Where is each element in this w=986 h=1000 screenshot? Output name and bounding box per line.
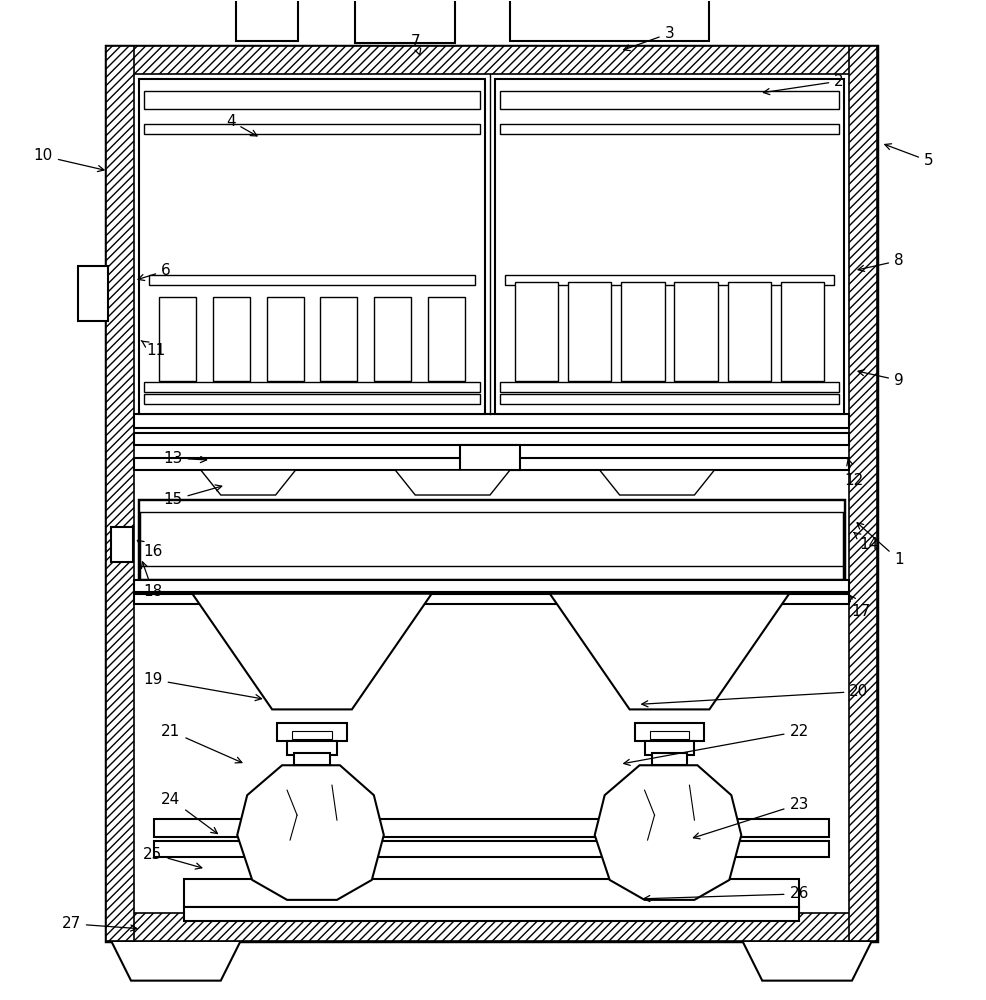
Text: 15: 15 (163, 485, 222, 507)
Polygon shape (237, 765, 384, 900)
Text: 1: 1 (856, 523, 903, 567)
Bar (294, 753, 329, 765)
Bar (144, 394, 479, 404)
Text: 27: 27 (61, 916, 137, 931)
Text: 25: 25 (143, 847, 201, 869)
Bar (428, 297, 464, 381)
Polygon shape (599, 470, 714, 495)
Text: 7: 7 (410, 34, 420, 55)
Text: 22: 22 (623, 724, 808, 765)
Bar (106, 46, 134, 941)
Text: 26: 26 (643, 886, 808, 902)
Bar (292, 731, 331, 739)
Bar (515, 282, 558, 381)
Text: 14: 14 (853, 532, 878, 552)
Text: 3: 3 (623, 26, 673, 51)
Bar (183, 879, 799, 907)
Bar (106, 46, 876, 74)
Bar (144, 91, 479, 109)
Bar (634, 723, 704, 741)
Bar (320, 297, 357, 381)
Bar (106, 913, 876, 941)
Bar (106, 46, 876, 941)
Bar (183, 907, 799, 921)
Bar (727, 282, 770, 381)
Text: 4: 4 (226, 114, 256, 136)
Text: 19: 19 (143, 672, 261, 701)
Text: 9: 9 (857, 370, 903, 388)
Bar (673, 282, 717, 381)
Bar (266, 297, 304, 381)
Text: 23: 23 (693, 797, 808, 839)
Text: 21: 21 (161, 724, 242, 763)
Bar (459, 445, 520, 470)
Polygon shape (192, 594, 431, 709)
Bar (495, 79, 843, 414)
Bar (355, 0, 455, 43)
Text: 17: 17 (849, 595, 870, 619)
Bar (134, 433, 848, 445)
Text: 18: 18 (141, 562, 163, 599)
Bar (134, 414, 848, 428)
Text: 12: 12 (843, 459, 863, 488)
Bar (500, 124, 838, 134)
Polygon shape (111, 941, 241, 981)
Bar (620, 282, 664, 381)
Text: 8: 8 (857, 253, 903, 271)
Bar (159, 297, 196, 381)
Bar (500, 394, 838, 404)
Bar (139, 500, 843, 580)
Bar (505, 275, 833, 285)
Bar (287, 741, 336, 755)
Bar (111, 527, 133, 562)
Bar (144, 124, 479, 134)
Bar (78, 266, 108, 321)
Text: 6: 6 (138, 263, 171, 280)
Bar (134, 580, 848, 592)
Bar (780, 282, 823, 381)
Polygon shape (394, 470, 510, 495)
Polygon shape (200, 470, 295, 495)
Bar (510, 0, 709, 41)
Polygon shape (741, 941, 871, 981)
Bar (644, 741, 694, 755)
Text: 2: 2 (762, 74, 843, 95)
Bar (144, 382, 479, 392)
Bar (500, 382, 838, 392)
Bar (213, 297, 249, 381)
Bar (236, 0, 297, 41)
Bar (568, 282, 610, 381)
Bar (149, 275, 474, 285)
Bar (134, 458, 848, 470)
Text: 24: 24 (161, 792, 217, 834)
Bar (848, 46, 876, 941)
Bar (154, 841, 828, 857)
Bar (139, 500, 843, 512)
Text: 11: 11 (141, 341, 166, 358)
Polygon shape (549, 594, 789, 709)
Bar (651, 753, 687, 765)
Polygon shape (595, 765, 740, 900)
Bar (154, 819, 828, 837)
Text: 13: 13 (163, 451, 206, 466)
Text: 16: 16 (137, 540, 163, 559)
Text: 10: 10 (34, 148, 104, 172)
Bar (134, 594, 848, 604)
Bar (374, 297, 411, 381)
Text: 20: 20 (641, 684, 868, 707)
Bar (139, 79, 484, 414)
Bar (649, 731, 689, 739)
Bar (500, 91, 838, 109)
Text: 5: 5 (883, 144, 933, 168)
Bar (277, 723, 346, 741)
